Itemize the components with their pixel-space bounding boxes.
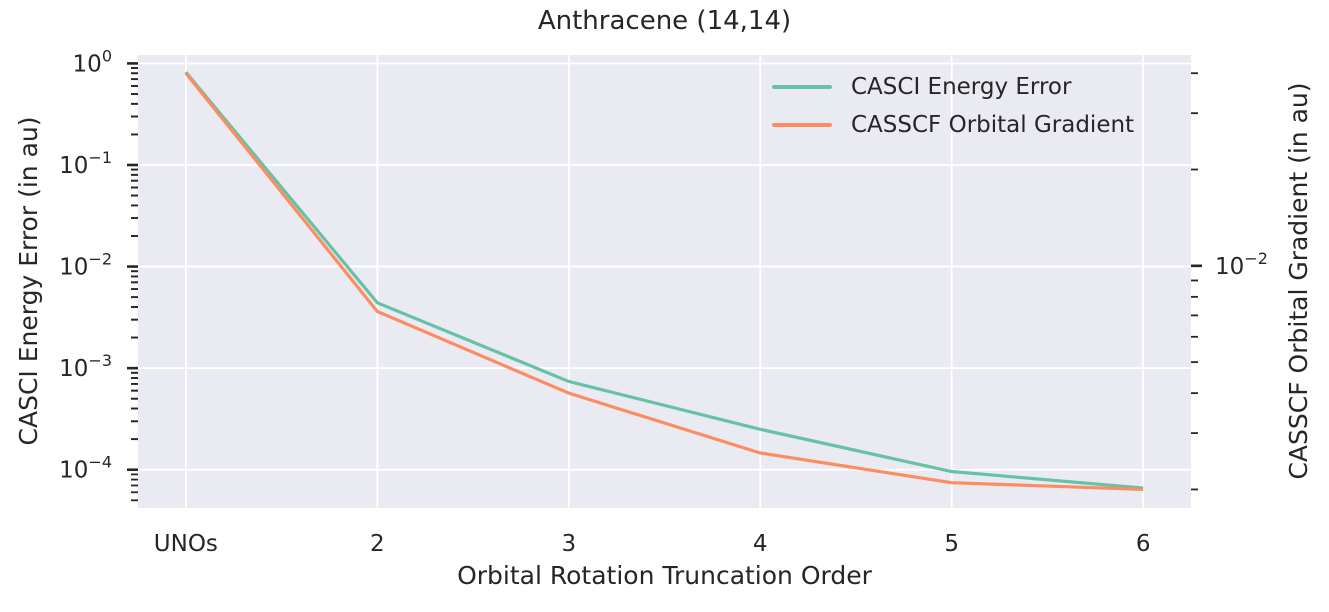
left-tick-label: 10−1 — [59, 148, 112, 179]
series-line-casscf-orbital-gradient — [184, 72, 1144, 492]
left-tick-label: 10−4 — [59, 453, 112, 484]
chart-title: Anthracene (14,14) — [537, 6, 792, 36]
left-tick-label: 10−2 — [59, 250, 112, 281]
legend-item-casci: CASCI Energy Error — [772, 68, 1134, 106]
legend-line-casci-energy-error — [772, 85, 832, 89]
legend-label-casscf-orbital-gradient: CASSCF Orbital Gradient — [851, 112, 1135, 138]
left-tick-label: 10−3 — [59, 351, 112, 382]
left-axis-label: CASCI Energy Error (in au) — [14, 116, 43, 446]
x-tick-label: 6 — [1136, 531, 1151, 557]
right-axis-label: CASSCF Orbital Gradient (in au) — [1284, 82, 1313, 480]
x-tick-label: 3 — [561, 531, 576, 557]
x-tick-label: UNOs — [154, 531, 218, 557]
series-line-casci-energy-error — [184, 71, 1144, 490]
legend-line-casscf-orbital-gradient — [772, 123, 832, 127]
right-tick-label: 10−2 — [1215, 249, 1268, 280]
legend-label-casci-energy-error: CASCI Energy Error — [851, 74, 1072, 100]
x-tick-label: 2 — [370, 531, 385, 557]
x-tick-label: 5 — [944, 531, 959, 557]
left-tick-label: 100 — [73, 46, 112, 77]
x-tick-label: 4 — [753, 531, 768, 557]
legend-item-casscf: CASSCF Orbital Gradient — [772, 106, 1134, 144]
legend: CASCI Energy Error CASSCF Orbital Gradie… — [772, 68, 1134, 144]
x-axis-label: Orbital Rotation Truncation Order — [457, 561, 872, 590]
axes-background — [138, 55, 1191, 508]
